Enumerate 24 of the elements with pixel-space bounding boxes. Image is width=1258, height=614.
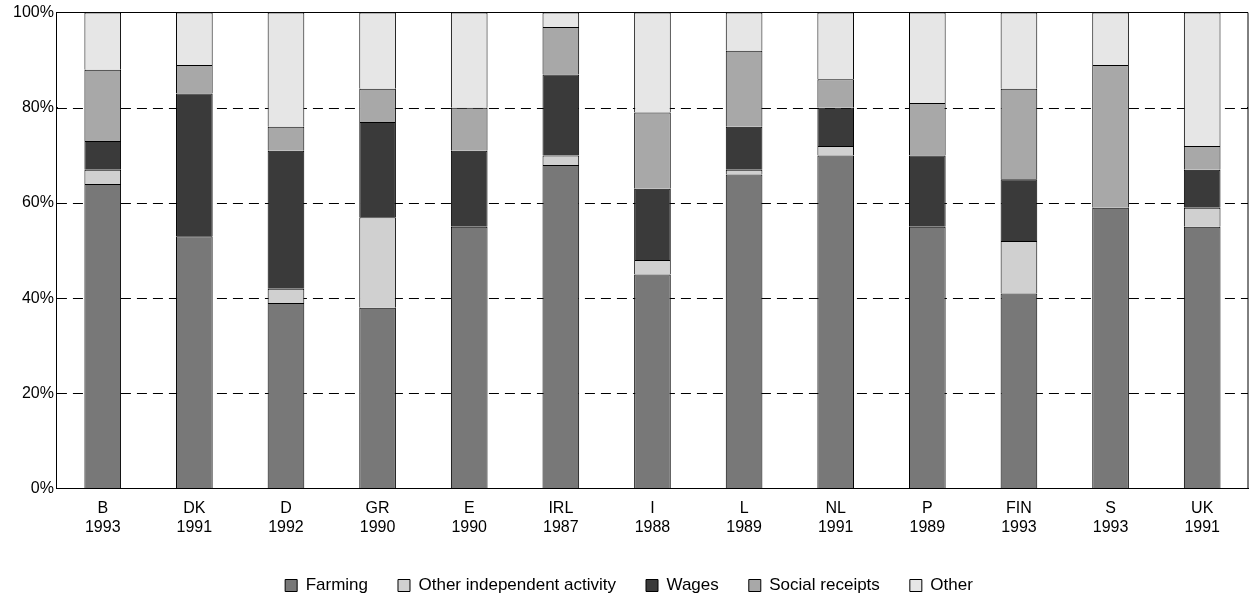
x-tick-label: I 1988	[634, 498, 671, 535]
x-tick-label: DK 1991	[176, 498, 213, 535]
x-tick-label: D 1992	[268, 498, 304, 535]
x-tick-label: UK 1991	[1184, 498, 1221, 535]
legend-label: Farming	[305, 575, 369, 595]
x-tick-label: L 1989	[726, 498, 762, 535]
x-tick-label: S 1993	[1092, 498, 1129, 535]
y-tick-label: 60%	[21, 193, 54, 211]
x-tick-label: FIN 1993	[1001, 498, 1037, 535]
legend-label: Social receipts	[769, 575, 880, 595]
legend-label: Other	[930, 575, 974, 595]
x-tick-label: GR 1990	[359, 498, 396, 535]
x-tick-label: E 1990	[451, 498, 488, 535]
legend-label: Other independent activity	[418, 575, 617, 595]
x-tick-label: NL 1991	[817, 498, 854, 535]
x-tick-label: P 1989	[909, 498, 946, 535]
y-tick-label: 0%	[30, 479, 54, 497]
x-tick-label: IRL 1987	[543, 498, 579, 535]
x-tick-label: B 1993	[84, 498, 121, 535]
y-tick-label: 100%	[13, 3, 54, 21]
legend-label: Wages	[666, 575, 719, 595]
y-tick-label: 80%	[21, 98, 54, 116]
y-tick-label: 20%	[21, 383, 54, 401]
y-tick-label: 40%	[21, 288, 54, 306]
